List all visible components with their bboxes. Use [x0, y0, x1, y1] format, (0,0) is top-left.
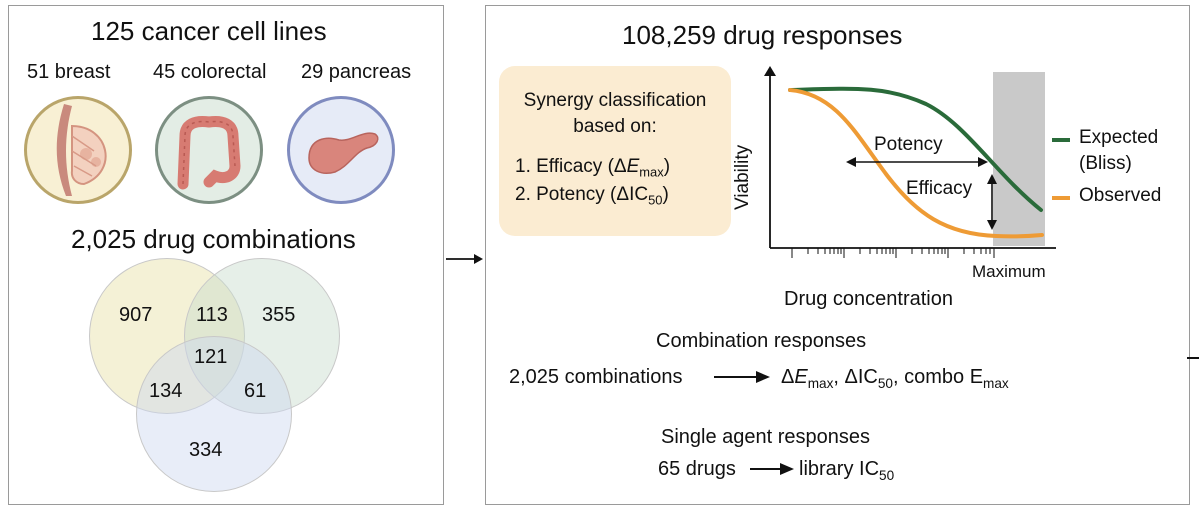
colon-icon [155, 96, 263, 204]
rhs-50: 50 [877, 375, 893, 391]
venn-a-only: 907 [119, 304, 153, 326]
legend-observed-label: Observed [1079, 185, 1162, 206]
y-axis-label: Viability [732, 55, 754, 210]
efficacy-arrow-icon [987, 174, 997, 230]
single-agent-lhs: 65 drugs [658, 458, 736, 480]
potency-sub: 50 [648, 192, 663, 208]
cell-lines-panel: 125 cancer cell lines 51 breast 45 color… [8, 5, 444, 505]
breast-tissue-icon [24, 96, 132, 204]
expected-curve [788, 86, 1043, 212]
pancreas-icon [287, 96, 395, 204]
rhs-mid: , ΔIC [833, 366, 878, 388]
synergy-heading-line1: Synergy classification [523, 90, 707, 111]
combinations-title: 2,025 drug combinations [71, 224, 356, 254]
maximum-shade [993, 72, 1045, 246]
combination-lhs: 2,025 combinations [509, 366, 683, 388]
rhs-max2: max [983, 375, 1009, 391]
venn-circle-pancreas [136, 336, 292, 492]
venn-b-only: 355 [262, 304, 296, 326]
colorectal-count-label: 45 colorectal [153, 61, 267, 83]
flow-arrow-icon [446, 254, 483, 264]
efficacy-label: Efficacy [906, 178, 973, 199]
legend-expected-label: Expected [1079, 127, 1159, 148]
viability-text: Viability [732, 144, 753, 210]
single-agent-rhs: library IC50 [799, 458, 895, 483]
library-ic-text: library IC [799, 458, 880, 480]
venn-ab: 113 [196, 304, 228, 326]
venn-c-only: 334 [189, 439, 223, 461]
synergy-heading-line2: based on: [573, 116, 657, 137]
efficacy-var: E [626, 156, 640, 177]
drug-responses-panel: 108,259 drug responses Synergy classific… [485, 5, 1190, 505]
venn-bc: 61 [244, 380, 267, 402]
rhs-delta: Δ [781, 366, 795, 388]
edge-connector [1187, 357, 1199, 359]
drug-responses-title: 108,259 drug responses [622, 20, 903, 50]
combination-rhs: ΔEmax, ΔIC50, combo Emax [781, 366, 1009, 391]
efficacy-text: 1. Efficacy (Δ [515, 156, 627, 177]
rhs-e: E [794, 366, 808, 388]
potency-label: Potency [874, 134, 943, 155]
observed-curve [788, 88, 1044, 239]
rhs-max1: max [807, 375, 834, 391]
venn-ac: 134 [149, 380, 183, 402]
dose-response-plot [764, 66, 1056, 258]
efficacy-sub: max [639, 164, 664, 180]
legend-observed-swatch [1052, 196, 1070, 200]
combination-arrow-icon [714, 371, 770, 383]
cell-lines-title: 125 cancer cell lines [91, 16, 327, 46]
synergy-classification-box: Synergy classification based on: 1. Effi… [499, 66, 731, 236]
combination-heading: Combination responses [656, 330, 867, 352]
potency-arrow-icon [846, 157, 988, 167]
synergy-item-potency: 2. Potency (ΔIC50) [515, 184, 669, 208]
pancreas-count-label: 29 pancreas [301, 61, 412, 83]
single-agent-arrow-icon [750, 463, 794, 475]
synergy-item-efficacy: 1. Efficacy (ΔEmax) [515, 156, 671, 180]
venn-abc: 121 [194, 346, 228, 368]
breast-count-label: 51 breast [27, 61, 111, 83]
legend-expected-swatch [1052, 138, 1070, 142]
y-axis-arrow-icon [764, 66, 776, 76]
x-axis-label: Drug concentration [784, 288, 953, 310]
library-ic-sub: 50 [879, 467, 895, 483]
x-axis-ticks [791, 248, 995, 258]
legend-expected-sublabel: (Bliss) [1079, 153, 1132, 174]
potency-text: 2. Potency (ΔIC [515, 184, 649, 205]
single-agent-heading: Single agent responses [661, 426, 871, 448]
maximum-label: Maximum [972, 262, 1046, 281]
rhs-combo: , combo E [893, 366, 984, 388]
